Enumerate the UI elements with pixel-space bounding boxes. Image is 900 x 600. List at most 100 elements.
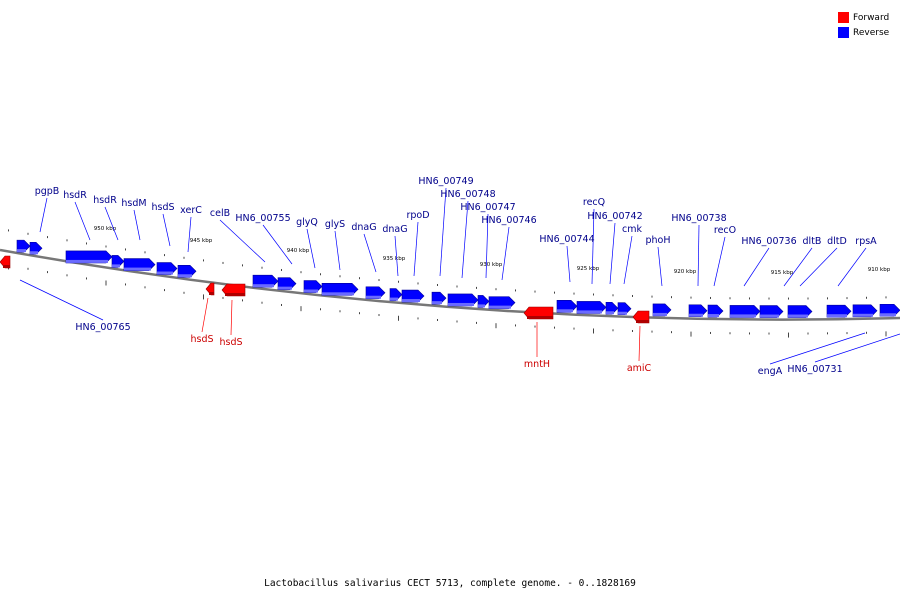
reverse-gene-block: [65, 250, 113, 264]
reverse-gene-label: dnaG: [351, 222, 376, 233]
reverse-gene-block: [389, 288, 403, 301]
tick-mark: [417, 282, 419, 285]
tick-mark: [749, 332, 750, 335]
tick-mark: [515, 324, 516, 327]
label-leader: [743, 247, 770, 287]
reverse-swatch: [838, 27, 849, 38]
reverse-gene-label: hsdR: [63, 190, 87, 201]
tick-mark: [47, 236, 48, 239]
label-leader: [39, 197, 48, 233]
tick-mark: [125, 248, 126, 251]
reverse-gene-label: rpsA: [855, 236, 877, 247]
reverse-gene-label: hsdR: [93, 195, 117, 206]
tick-mark: [398, 315, 399, 321]
tick-mark: [398, 280, 399, 283]
tick-mark: [690, 331, 692, 337]
tick-mark: [86, 242, 87, 245]
tick-label: 935 kbp: [383, 256, 406, 262]
tick-mark: [866, 296, 867, 299]
reverse-gene-label: hsdS: [151, 202, 174, 213]
genome-backbone: [0, 248, 900, 321]
legend-reverse: Reverse: [838, 25, 889, 40]
tick-mark: [573, 292, 575, 295]
reverse-gene-label: HN6_00742: [587, 211, 642, 222]
label-leader: [133, 209, 141, 241]
tick-mark: [593, 328, 594, 334]
tick-mark: [846, 297, 848, 300]
tick-mark: [534, 290, 536, 293]
tick-mark: [768, 297, 770, 300]
label-leader: [363, 233, 377, 273]
label-leader: [306, 228, 316, 269]
tick-mark: [261, 266, 263, 269]
label-leader: [566, 245, 571, 283]
tick-mark: [593, 293, 594, 296]
label-leader: [187, 216, 192, 253]
label-leader: [591, 208, 595, 285]
tick-mark: [164, 289, 165, 292]
tick-labels: 950 kbp 945 kbp 940 kbp 935 kbp 930 kbp 925 k…: [94, 226, 891, 276]
label-leader: [219, 219, 266, 263]
tick-mark: [710, 296, 711, 299]
label-leader: [814, 333, 900, 363]
genome-caption: Lactobacillus salivarius CECT 5713, comp…: [264, 578, 636, 589]
reverse-gene-block: [321, 283, 359, 296]
tick-mark: [515, 289, 516, 292]
reverse-gene-block: [576, 301, 607, 314]
label-leader: [230, 299, 233, 336]
tick-label: 925 kbp: [577, 266, 600, 272]
tick-label: 930 kbp: [480, 262, 503, 268]
tick-mark: [125, 283, 126, 286]
tick-mark: [768, 332, 770, 335]
forward-gene-label: hsdS: [219, 337, 242, 348]
reverse-gene-label: xerC: [180, 205, 202, 216]
label-leader: [837, 247, 867, 287]
tick-mark: [261, 301, 263, 304]
reverse-gene-label: HN6_00744: [539, 234, 594, 245]
tick-mark: [710, 331, 711, 334]
tick-mark: [476, 321, 477, 324]
reverse-gene-label: recQ: [583, 197, 605, 208]
tick-mark: [378, 279, 380, 282]
reverse-gene-block: [303, 280, 323, 293]
tick-mark: [671, 296, 672, 299]
label-leader: [799, 247, 838, 287]
forward-gene-label: amiC: [627, 363, 652, 374]
label-leader: [394, 235, 399, 277]
reverse-gene-label: HN6_00755: [235, 213, 290, 224]
tick-mark: [671, 331, 672, 334]
tick-mark: [807, 332, 809, 335]
reverse-gene-block: [707, 304, 724, 318]
tick-mark: [242, 299, 243, 302]
tick-mark: [281, 268, 282, 271]
minor-ticks: [8, 229, 887, 338]
reverse-gene-block: [401, 289, 425, 303]
tick-mark: [105, 280, 107, 286]
tick-mark: [827, 297, 828, 300]
legend-forward: Forward: [838, 10, 889, 25]
reverse-gene-label: celB: [210, 208, 230, 219]
reverse-gene-block: [111, 255, 125, 268]
reverse-gene-block: [852, 304, 878, 318]
tick-mark: [729, 297, 731, 300]
forward-gene-block: [0, 255, 11, 269]
forward-gene-block: [632, 310, 650, 324]
tick-mark: [554, 291, 555, 294]
tick-mark: [359, 312, 360, 315]
tick-mark: [749, 297, 750, 300]
tick-mark: [27, 232, 29, 235]
reverse-gene-label: HN6_00736: [741, 236, 796, 247]
reverse-gene-block: [688, 304, 708, 318]
reverse-label: Reverse: [853, 27, 890, 38]
reverse-gene-label: dnaG: [382, 224, 407, 235]
tick-mark: [320, 308, 321, 311]
tick-mark: [612, 329, 614, 332]
label-leaders: [19, 187, 900, 365]
reverse-gene-block: [365, 286, 386, 300]
reverse-gene-block: [729, 305, 761, 318]
tick-mark: [632, 329, 633, 332]
reverse-gene-label: recO: [714, 225, 736, 236]
tick-mark: [827, 332, 828, 335]
reverse-gene-label: glyQ: [296, 217, 318, 228]
